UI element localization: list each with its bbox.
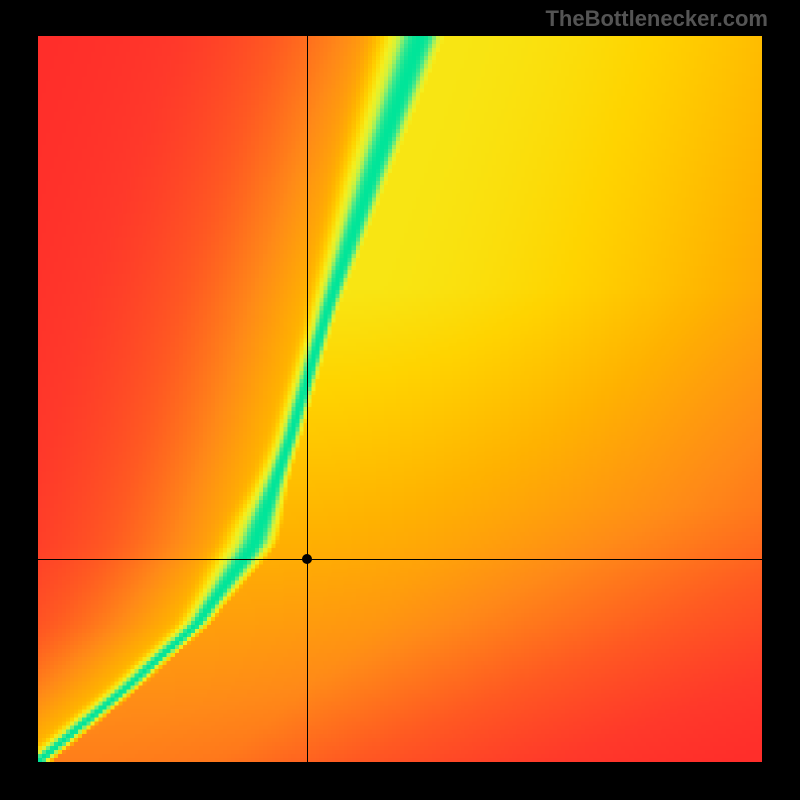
heatmap-canvas bbox=[38, 36, 762, 762]
watermark-text: TheBottlenecker.com bbox=[545, 6, 768, 32]
crosshair-vertical bbox=[307, 36, 308, 762]
chart-container: TheBottlenecker.com bbox=[0, 0, 800, 800]
crosshair-horizontal bbox=[38, 559, 762, 560]
crosshair-marker bbox=[302, 554, 312, 564]
